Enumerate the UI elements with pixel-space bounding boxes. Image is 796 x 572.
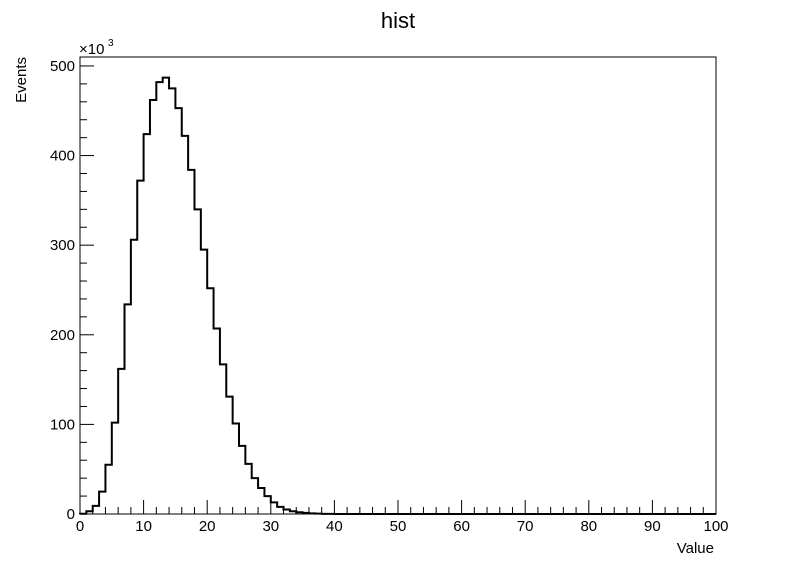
x-tick-label: 50: [390, 518, 407, 535]
tick-labels: 0 10 20 30 40 50 60 70 80 90 100 0 100 200 300 400 500: [50, 58, 729, 535]
y-tick-label: 300: [50, 237, 75, 254]
y-scale-factor: ×10 3: [79, 38, 114, 58]
x-tick-label: 20: [199, 518, 216, 535]
y-scale-exponent: 3: [108, 38, 114, 49]
y-tick-label: 500: [50, 58, 75, 75]
x-axis-label: Value: [677, 540, 714, 557]
chart-title: hist: [381, 8, 415, 33]
histogram-outline: [79, 76, 716, 515]
x-tick-label: 10: [135, 518, 152, 535]
x-tick-label: 60: [453, 518, 470, 535]
y-axis-label: Events: [13, 57, 30, 103]
y-tick-label: 0: [67, 506, 75, 523]
x-tick-label: 70: [517, 518, 534, 535]
x-tick-label: 0: [76, 518, 84, 535]
y-scale-base: ×10: [79, 41, 104, 58]
y-tick-label: 100: [50, 416, 75, 433]
x-tick-label: 30: [262, 518, 279, 535]
y-tick-label: 400: [50, 148, 75, 165]
x-tick-label: 90: [644, 518, 661, 535]
x-tick-label: 80: [580, 518, 597, 535]
x-tick-label: 40: [326, 518, 343, 535]
y-tick-label: 200: [50, 327, 75, 344]
x-tick-label: 100: [703, 518, 728, 535]
